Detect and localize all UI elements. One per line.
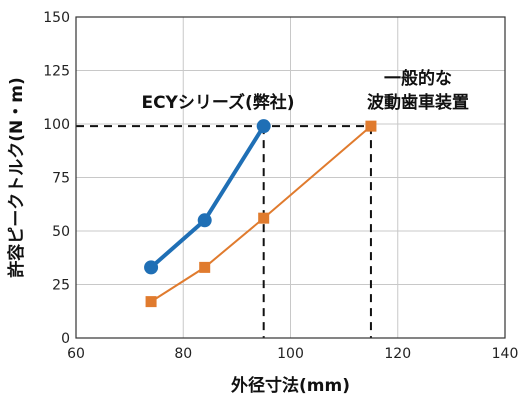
y-tick-label: 0 [61, 331, 70, 347]
series-line [150, 125, 372, 303]
plot-frame [75, 16, 506, 339]
data-point-square [199, 261, 211, 273]
data-point-square [258, 212, 270, 224]
reference-lines [76, 125, 372, 338]
labels: 60 80 100 120 140 0 25 50 75 100 125 150 外径寸法(mm) 許容ピ… [6, 10, 518, 396]
data-point-circle [197, 213, 212, 228]
y-axis-label: 許容ピークトルク(N・m) [6, 77, 27, 277]
y-tick-label: 75 [52, 171, 70, 187]
series-layer [144, 119, 377, 308]
data-point-square [145, 296, 157, 308]
y-tick-label: 125 [43, 64, 70, 80]
series-annotation: 波動歯車装置 [367, 92, 469, 113]
grid [76, 17, 505, 338]
y-tick-label: 25 [52, 278, 70, 294]
y-tick-label: 100 [43, 117, 70, 133]
axes [75, 16, 506, 339]
series-line [149, 125, 266, 269]
x-axis-label: 外径寸法(mm) [231, 375, 350, 396]
x-tick-label: 120 [384, 346, 411, 362]
series-annotation: ECYシリーズ(弊社) [141, 92, 294, 113]
x-tick-label: 100 [277, 346, 304, 362]
data-point-circle [256, 119, 271, 134]
data-point-circle [144, 260, 159, 275]
x-tick-label: 80 [174, 346, 192, 362]
y-tick-label: 150 [43, 10, 70, 26]
series-annotation: 一般的な [384, 68, 452, 89]
x-tick-label: 140 [492, 346, 518, 362]
y-tick-label: 50 [52, 224, 70, 240]
x-tick-label: 60 [67, 346, 85, 362]
data-point-square [365, 120, 377, 132]
